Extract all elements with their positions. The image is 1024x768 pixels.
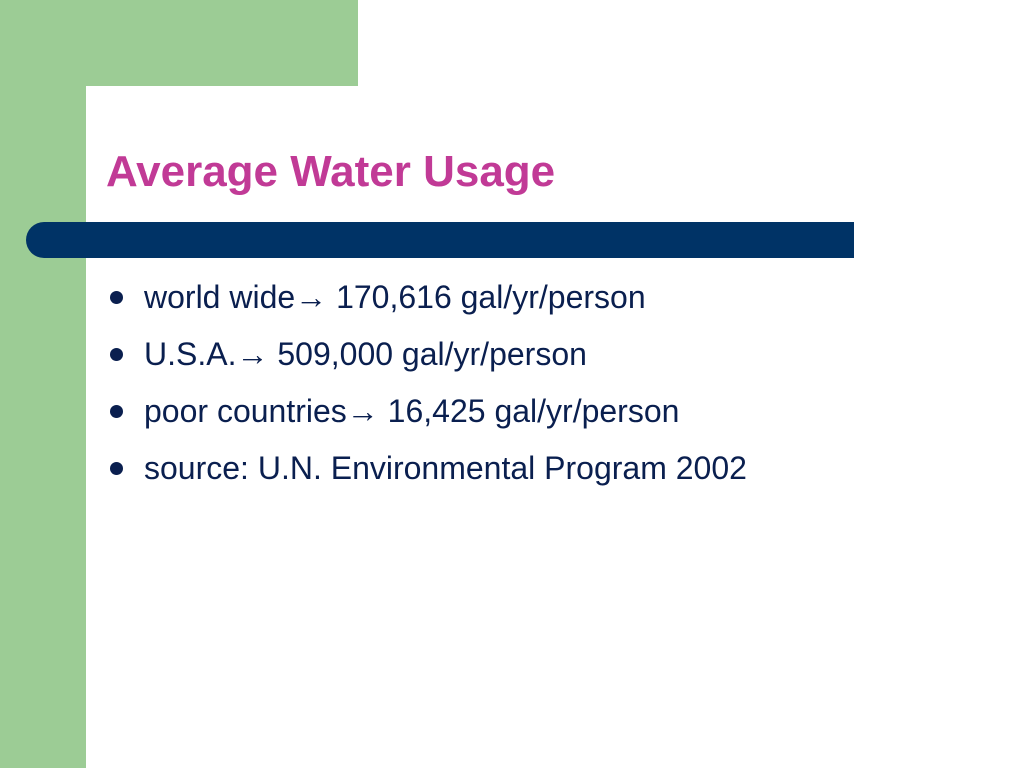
bullet-text: source: U.N. Environmental Program 2002	[144, 450, 747, 486]
bullet-item-source: source: U.N. Environmental Program 2002	[106, 442, 747, 499]
bullet-text: world wide→ 170,616 gal/yr/person	[144, 279, 646, 315]
green-top-band	[0, 0, 358, 86]
bullet-dot-icon	[110, 348, 123, 361]
bullet-text: poor countries→ 16,425 gal/yr/person	[144, 393, 680, 429]
slide-title: Average Water Usage	[106, 147, 556, 196]
title-underline-bar	[26, 222, 854, 258]
bullet-item-poor-countries: poor countries→ 16,425 gal/yr/person	[106, 385, 747, 442]
bullet-list: world wide→ 170,616 gal/yr/person U.S.A.…	[106, 271, 747, 499]
green-side-band	[0, 0, 86, 768]
bullet-item-usa: U.S.A.→ 509,000 gal/yr/person	[106, 328, 747, 385]
bullet-dot-icon	[110, 405, 123, 418]
bullet-dot-icon	[110, 462, 123, 475]
bullet-text: U.S.A.→ 509,000 gal/yr/person	[144, 336, 587, 372]
bullet-dot-icon	[110, 291, 123, 304]
bullet-item-world-wide: world wide→ 170,616 gal/yr/person	[106, 271, 747, 328]
slide-content-area	[86, 86, 1024, 768]
